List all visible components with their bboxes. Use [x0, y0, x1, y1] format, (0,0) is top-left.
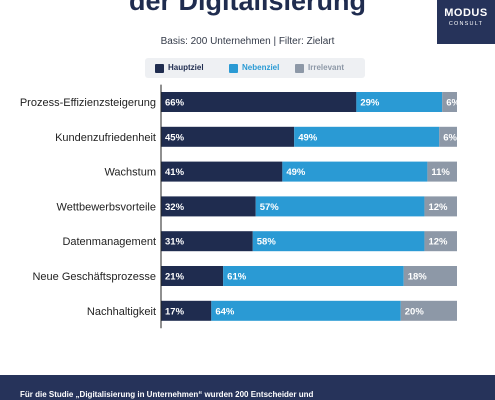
- category-label-wettbewerbsvorteile: Wettbewerbsvorteile: [57, 201, 156, 213]
- category-label-kundenzufriedenheit: Kundenzufriedenheit: [55, 132, 156, 144]
- bar-irrelevant-prozess-effizienzsteigerung: [442, 92, 457, 112]
- chart-legend: Hauptziel Nebenziel Irrelevant: [145, 58, 365, 78]
- bar-hauptziel-wachstum: [161, 161, 283, 182]
- data-label-irrelevant-prozess-effizienzsteigerung: 6%: [446, 98, 460, 109]
- category-label-neue-geschaeftsprozesse: Neue Geschäftsprozesse: [32, 271, 156, 283]
- data-label-nebenziel-wachstum: 49%: [286, 167, 306, 178]
- legend-label-nebenziel: Nebenziel: [242, 63, 280, 72]
- category-label-datenmanagement: Datenmanagement: [62, 236, 156, 248]
- data-label-nebenziel-neue-geschaeftsprozesse: 61%: [227, 272, 247, 283]
- data-label-irrelevant-wachstum: 11%: [431, 167, 450, 178]
- legend-swatch-irrelevant: [295, 63, 304, 73]
- bar-hauptziel-neue-geschaeftsprozesse: [161, 266, 224, 286]
- bar-hauptziel-datenmanagement: [161, 231, 253, 252]
- chart-subtitle: Basis: 200 Unternehmen | Filter: Zielart: [160, 36, 335, 47]
- data-label-nebenziel-kundenzufriedenheit: 49%: [298, 132, 318, 143]
- footer-text: Für die Studie „Digitalisierung in Unter…: [20, 390, 314, 399]
- stacked-bar-chart: Prozess-Effizienzsteigerung 66% 29% 6% Kunde…: [19, 84, 460, 329]
- bar-hauptziel-wettbewerbsvorteile: [161, 196, 256, 217]
- data-label-irrelevant-wettbewerbsvorteile: 12%: [428, 202, 448, 213]
- bar-nebenziel-kundenzufriedenheit: [294, 126, 440, 147]
- data-label-hauptziel-datenmanagement: 31%: [165, 237, 185, 248]
- data-label-hauptziel-neue-geschaeftsprozesse: 21%: [165, 272, 185, 283]
- category-label-wachstum: Wachstum: [104, 167, 156, 179]
- bar-nebenziel-datenmanagement: [252, 231, 425, 252]
- bar-nebenziel-wachstum: [282, 161, 428, 182]
- bar-nebenziel-wettbewerbsvorteile: [255, 196, 425, 217]
- bar-irrelevant-neue-geschaeftsprozesse: [403, 266, 457, 286]
- data-label-irrelevant-datenmanagement: 12%: [428, 237, 448, 248]
- data-label-irrelevant-nachhaltigkeit: 20%: [405, 306, 425, 317]
- legend-item-hauptziel: Hauptziel: [155, 62, 204, 74]
- legend-swatch-nebenziel: [229, 63, 238, 73]
- data-label-hauptziel-wachstum: 41%: [165, 167, 185, 178]
- data-label-nebenziel-nachhaltigkeit: 64%: [215, 306, 235, 317]
- bar-irrelevant-wachstum: [427, 161, 457, 182]
- data-label-hauptziel-prozess-effizienzsteigerung: 66%: [165, 98, 185, 109]
- legend-item-irrelevant: Irrelevant: [295, 62, 344, 74]
- bar-hauptziel-kundenzufriedenheit: [161, 126, 295, 147]
- bar-irrelevant-nachhaltigkeit: [400, 300, 457, 321]
- legend-swatch-hauptziel: [155, 63, 164, 73]
- data-label-hauptziel-nachhaltigkeit: 17%: [165, 306, 185, 317]
- bar-nebenziel-prozess-effizienzsteigerung: [356, 92, 443, 112]
- data-label-nebenziel-wettbewerbsvorteile: 57%: [260, 202, 280, 213]
- data-label-hauptziel-kundenzufriedenheit: 45%: [165, 132, 185, 143]
- category-label-prozess-effizienzsteigerung: Prozess-Effizienzsteigerung: [20, 97, 156, 109]
- footer-banner: Für die Studie „Digitalisierung in Unter…: [0, 375, 495, 400]
- bar-irrelevant-datenmanagement: [424, 231, 457, 252]
- category-label-nachhaltigkeit: Nachhaltigkeit: [87, 306, 156, 318]
- data-label-irrelevant-neue-geschaeftsprozesse: 18%: [408, 272, 428, 283]
- modus-consult-logo: MODUS CONSULT: [437, 0, 495, 44]
- bar-hauptziel-prozess-effizienzsteigerung: [161, 92, 357, 112]
- logo-wordmark: MODUS: [444, 7, 488, 19]
- bar-hauptziel-nachhaltigkeit: [161, 300, 212, 321]
- legend-label-irrelevant: Irrelevant: [308, 63, 345, 72]
- logo-subline: CONSULT: [448, 21, 484, 27]
- data-label-irrelevant-kundenzufriedenheit: 6%: [443, 132, 457, 143]
- bar-irrelevant-kundenzufriedenheit: [439, 126, 457, 147]
- bar-nebenziel-neue-geschaeftsprozesse: [223, 266, 404, 286]
- bar-nebenziel-nachhaltigkeit: [211, 300, 401, 321]
- data-label-nebenziel-prozess-effizienzsteigerung: 29%: [360, 98, 380, 109]
- legend-item-nebenziel: Nebenziel: [229, 62, 279, 74]
- data-label-hauptziel-wettbewerbsvorteile: 32%: [165, 202, 185, 213]
- legend-label-hauptziel: Hauptziel: [168, 63, 204, 72]
- data-label-nebenziel-datenmanagement: 58%: [257, 237, 277, 248]
- bar-irrelevant-wettbewerbsvorteile: [424, 196, 457, 217]
- chart-title: der Digitalisierung: [128, 0, 367, 16]
